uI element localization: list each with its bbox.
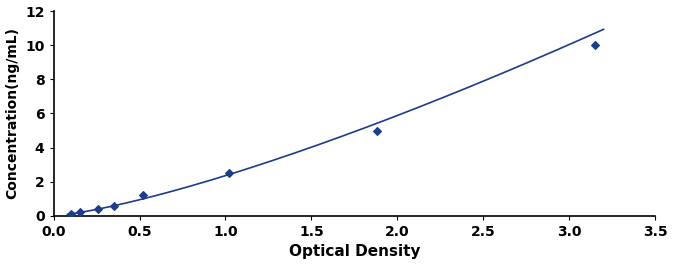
X-axis label: Optical Density: Optical Density (289, 244, 420, 259)
Y-axis label: Concentration(ng/mL): Concentration(ng/mL) (5, 28, 20, 200)
